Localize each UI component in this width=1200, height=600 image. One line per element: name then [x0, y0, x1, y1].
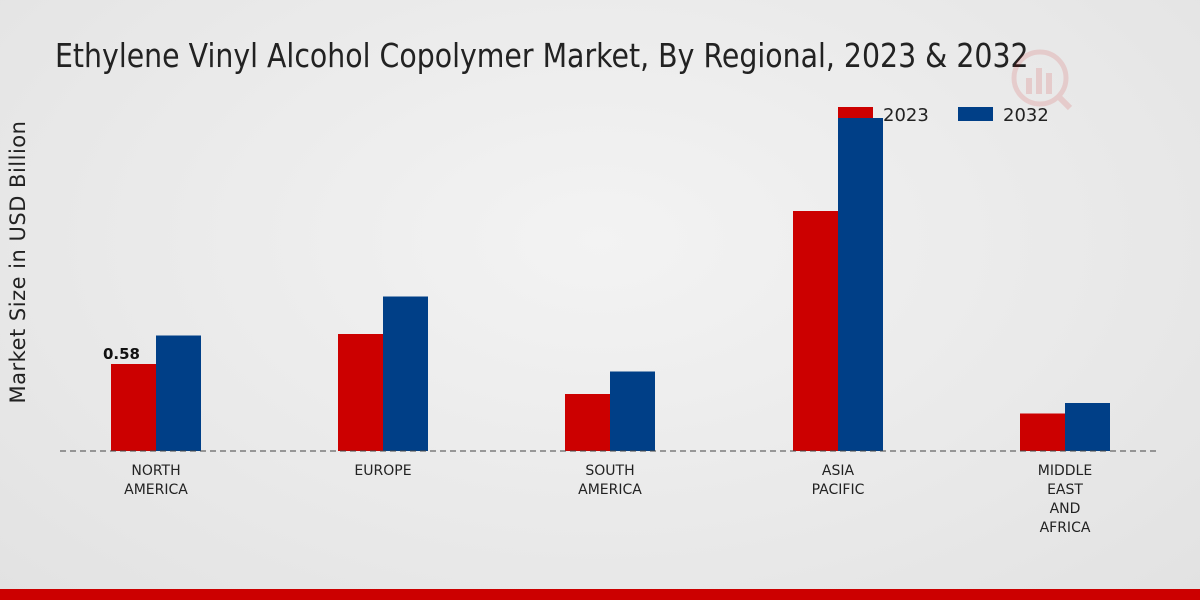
bar-2023-0 — [111, 364, 156, 451]
bar-2023-2 — [565, 394, 610, 451]
legend-label-2032: 2032 — [1003, 105, 1049, 126]
x-tick-label: EAST — [1047, 482, 1083, 498]
x-tick-label: MIDDLE — [1038, 463, 1092, 479]
bar-2032-3 — [838, 118, 883, 451]
bars-group — [111, 118, 1110, 451]
legend-swatch-2023 — [838, 107, 873, 121]
legend: 2023 2032 — [838, 105, 1049, 126]
data-label: 0.58 — [103, 345, 140, 363]
x-tick-label: EUROPE — [354, 463, 411, 479]
legend-swatch-2032 — [958, 107, 993, 121]
x-tick-label: AMERICA — [578, 482, 642, 498]
watermark-logo-icon — [1011, 49, 1073, 111]
bar-2032-2 — [610, 371, 655, 451]
x-tick-label: NORTH — [131, 463, 180, 479]
bar-2023-1 — [338, 334, 383, 451]
x-tick-label: AMERICA — [124, 482, 188, 498]
bar-2032-1 — [383, 296, 428, 451]
x-tick-label: AFRICA — [1040, 520, 1091, 536]
x-tick-label: AND — [1050, 501, 1081, 517]
x-tick-labels: NORTH AMERICA EUROPE SOUTH AMERICA ASIA PACIFI… — [124, 463, 1092, 536]
bar-2032-0 — [156, 335, 201, 451]
footer-bar — [0, 589, 1200, 600]
x-tick-label: ASIA — [822, 463, 855, 479]
legend-label-2023: 2023 — [883, 105, 929, 126]
chart-title: Ethylene Vinyl Alcohol Copolymer Market,… — [55, 36, 1029, 75]
bar-2023-3 — [793, 211, 838, 451]
bar-2023-4 — [1020, 413, 1065, 451]
x-tick-label: PACIFIC — [812, 482, 865, 498]
data-labels: 0.58 — [103, 345, 140, 363]
x-tick-label: SOUTH — [585, 463, 634, 479]
bar-2032-4 — [1065, 403, 1110, 451]
